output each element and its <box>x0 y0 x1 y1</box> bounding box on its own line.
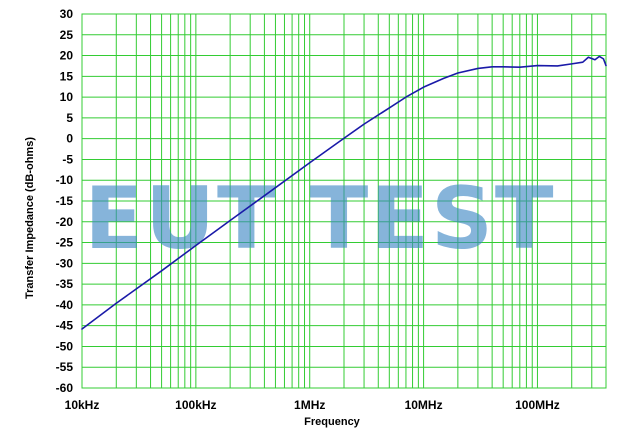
plot-frame <box>81 13 607 389</box>
y-tick-label: -40 <box>56 298 74 312</box>
y-tick-label: 0 <box>66 132 73 146</box>
x-tick-label: 10kHz <box>65 398 100 412</box>
y-tick-label: -30 <box>56 256 74 270</box>
y-tick-label: 15 <box>60 69 74 83</box>
x-tick-label: 100MHz <box>515 398 560 412</box>
y-tick-label: 10 <box>60 90 74 104</box>
y-tick-label: -55 <box>56 360 74 374</box>
y-tick-label: 5 <box>66 111 73 125</box>
y-tick-label: -5 <box>62 152 73 166</box>
x-tick-label: 10MHz <box>405 398 443 412</box>
y-tick-label: -20 <box>56 215 74 229</box>
grid-layer <box>81 13 607 389</box>
y-tick-label: -25 <box>56 236 74 250</box>
y-tick-label: -35 <box>56 277 74 291</box>
series-line <box>81 55 607 330</box>
y-tick-label: -15 <box>56 194 74 208</box>
y-tick-label: 30 <box>60 7 74 21</box>
x-axis-label: Frequency <box>304 416 361 428</box>
y-tick-label: 25 <box>60 28 74 42</box>
x-tick-label: 100kHz <box>175 398 216 412</box>
y-tick-label: -60 <box>56 381 74 395</box>
y-tick-label: -50 <box>56 339 74 353</box>
y-axis-label: Transfer Impedance (dB-ohms) <box>24 137 36 299</box>
y-tick-labels: 30 25 20 15 10 5 0 -5 -10 -15 -20 -25 -30 -35 -40 -45 -5… <box>56 7 74 395</box>
x-tick-label: 1MHz <box>294 398 325 412</box>
y-tick-label: -10 <box>56 173 74 187</box>
x-tick-labels: 10kHz 100kHz 1MHz 10MHz 100MHz <box>65 398 560 412</box>
watermark-text: EUT TEST <box>84 169 555 269</box>
y-tick-label: 20 <box>60 49 74 63</box>
series-layer <box>81 55 607 330</box>
y-tick-label: -45 <box>56 319 74 333</box>
plot-border <box>81 13 607 389</box>
